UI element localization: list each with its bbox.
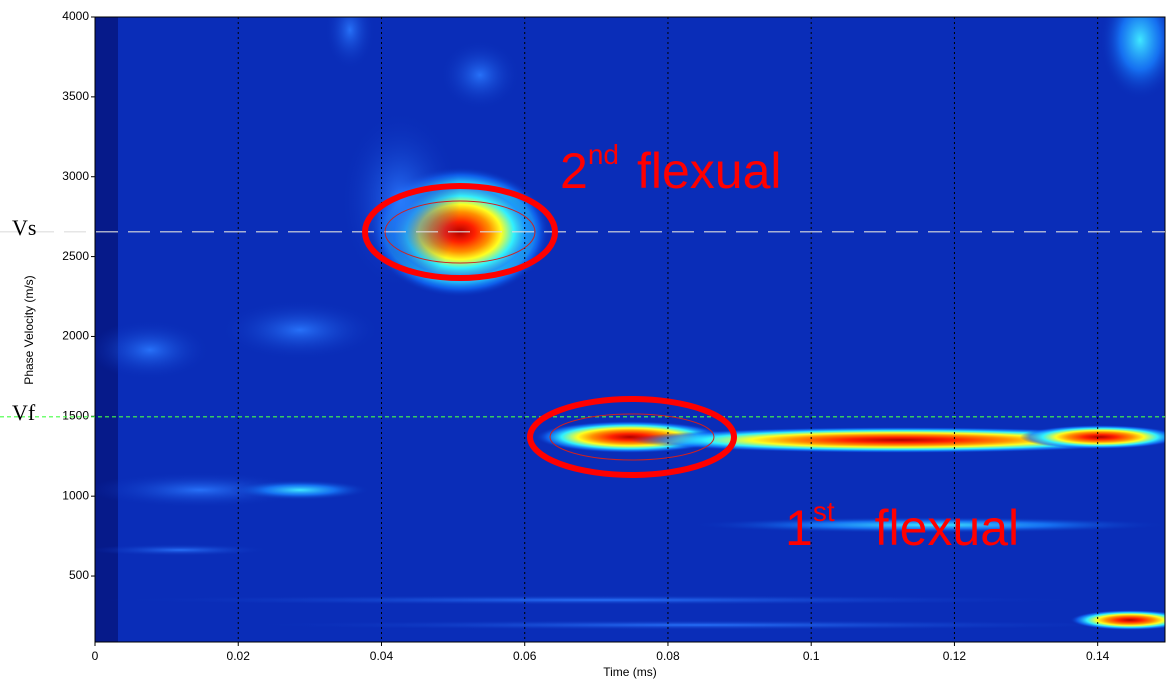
x-tick-label: 0.1	[803, 649, 820, 663]
intensity-region	[100, 595, 1100, 605]
y-tick-label: 3000	[62, 169, 89, 183]
highlight-ring	[527, 396, 737, 478]
x-tick-label: 0.04	[370, 649, 394, 663]
y-tick-label: 2500	[62, 249, 89, 263]
intensity-region	[1020, 425, 1165, 449]
highlight-ring-inner	[549, 413, 715, 461]
annotation-word: flexual	[637, 143, 782, 199]
annotation-suffix: st	[813, 496, 835, 527]
x-tick-label: 0.08	[656, 649, 680, 663]
x-axis-label: Time (ms)	[603, 665, 657, 679]
y-tick-label: 2000	[62, 329, 89, 343]
plot-area	[95, 17, 1165, 642]
y-tick-label: 1500	[62, 408, 89, 422]
intensity-region	[95, 544, 270, 556]
annotation-suffix: nd	[588, 139, 619, 170]
highlight-ring	[362, 183, 558, 281]
highlight-ring-inner	[384, 200, 536, 264]
annotation-word: flexual	[875, 500, 1020, 556]
x-tick-label: 0.12	[943, 649, 967, 663]
intensity-region	[1070, 610, 1165, 630]
annotation-number: 2	[560, 143, 588, 199]
y-axis-label: Phase Velocity (m/s)	[22, 275, 36, 384]
intensity-region	[95, 320, 210, 380]
x-tick-label: 0.14	[1086, 649, 1110, 663]
y-tick-label: 3500	[62, 89, 89, 103]
intensity-region	[95, 472, 310, 508]
annotation-number: 1	[785, 500, 813, 556]
intensity-region	[1100, 17, 1165, 100]
intensity-region	[690, 517, 1165, 533]
annotation: 1st flexual	[785, 496, 1019, 556]
y-tick-label: 1000	[62, 488, 89, 502]
intensity-region	[240, 620, 1160, 630]
intensity-region	[230, 480, 370, 500]
y-tick-label: 500	[69, 568, 89, 582]
intensity-region	[220, 300, 380, 360]
annotation: 2nd flexual	[560, 139, 782, 199]
reference-label: Vf	[12, 400, 36, 425]
plot-frame	[94, 16, 1166, 643]
x-tick-label: 0	[92, 649, 99, 663]
intensity-region	[340, 110, 460, 290]
reference-label: Vs	[12, 215, 36, 240]
x-tick-label: 0.06	[513, 649, 537, 663]
intensity-region	[440, 40, 520, 110]
intensity-region	[325, 17, 375, 70]
y-tick-label: 4000	[62, 9, 89, 23]
x-tick-label: 0.02	[227, 649, 251, 663]
